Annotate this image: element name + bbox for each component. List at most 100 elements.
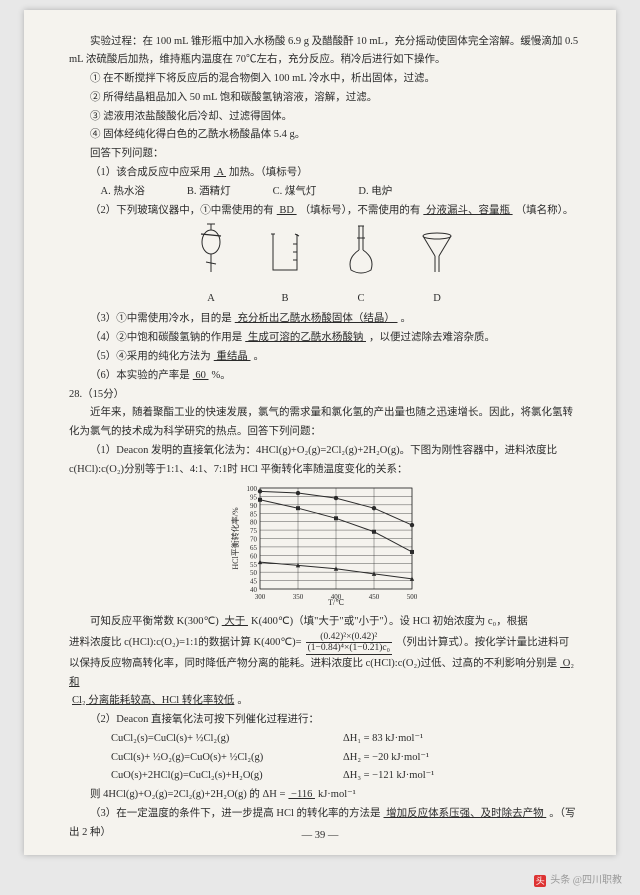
q3a: （3）①中需使用冷水，目的是: [90, 313, 232, 324]
svg-text:75: 75: [250, 527, 258, 535]
q28-num: 28.（15分）: [69, 386, 581, 404]
hcl-chart: 4045505560657075808590951003003504004505…: [69, 482, 581, 612]
opt-c: C. 煤气灯: [273, 183, 317, 201]
q28-p3: 可知反应平衡常数 K(300℃) 大于 K(400℃)（填"大于"或"小于"）。…: [69, 613, 581, 631]
frac-num: (0.42)²×(0.42)²: [318, 632, 379, 643]
p7a: （3）在一定温度的条件下，进一步提高 HCl 的转化率的方法是: [90, 808, 381, 819]
label-b: B: [265, 290, 305, 308]
eq2l: CuCl(s)+ ½O₂(g)=CuO(s)+ ½Cl₂(g): [111, 749, 311, 767]
q28-p2b: c(HCl):c(O₂)分别等于1:1、4:1、7:1时 HCl 平衡转化率随温…: [69, 461, 581, 479]
svg-text:95: 95: [250, 493, 258, 501]
q4a: （4）②中饱和碳酸氢钠的作用是: [90, 332, 242, 343]
step-1: ① 在不断搅拌下将反应后的混合物倒入 100 mL 冷水中，析出固体，过滤。: [69, 70, 581, 88]
label-c: C: [341, 290, 381, 308]
eq4: 则 4HCl(g)+O₂(g)=2Cl₂(g)+2H₂O(g) 的 ΔH = −…: [69, 786, 581, 804]
p3a: 可知反应平衡常数 K(300℃): [90, 616, 219, 627]
glassware-row: A B C D: [69, 222, 581, 308]
p3c: 进料浓度比 c(HCl):c(O₂)=1:1的数据计算 K(400℃)=: [69, 634, 302, 652]
q2-text-a: （2）下列玻璃仪器中，①中需使用的有: [90, 205, 274, 216]
q5b: 。: [254, 351, 265, 362]
q1: （1）该合成反应中应采用 A 加热。（填标号）: [69, 164, 581, 182]
q5a: （5）④采用的纯化方法为: [90, 351, 211, 362]
q3b: 。: [401, 313, 412, 324]
q2-text-b: （填标号），不需使用的有: [300, 205, 421, 216]
p7ans: 增加反应体系压强、及时除去产物: [381, 808, 550, 819]
q2-text-c: （填名称）。: [516, 205, 574, 216]
svg-text:85: 85: [250, 510, 258, 518]
opt-b: B. 酒精灯: [187, 183, 231, 201]
svg-text:300: 300: [255, 593, 266, 601]
label-a: A: [193, 290, 229, 308]
answer-prompt: 回答下列问题：: [69, 145, 581, 163]
q2: （2）下列玻璃仪器中，①中需使用的有 BD （填标号），不需使用的有 分液漏斗、…: [69, 202, 581, 220]
q28-p5: Cl₂ 分离能耗较高、HCl 转化率较低。: [69, 692, 581, 710]
q4: （4）②中饱和碳酸氢钠的作用是 生成可溶的乙酰水杨酸钠 ，以便过滤除去难溶杂质。: [69, 329, 581, 347]
q28-p3c-line: 进料浓度比 c(HCl):c(O₂)=1:1的数据计算 K(400℃)= (0.…: [69, 632, 581, 655]
q1-answer: A: [211, 167, 229, 178]
page-number: — 39 —: [24, 827, 616, 845]
p7b: 。（写: [549, 808, 575, 819]
q6b: %。: [212, 370, 231, 381]
svg-text:100: 100: [247, 485, 258, 493]
glass-vol-flask: C: [341, 222, 381, 308]
q28-p6: （2）Deacon 直接氧化法可按下列催化过程进行：: [69, 711, 581, 729]
p5a: Cl₂ 分离能耗较高、HCl 转化率较低: [69, 695, 237, 706]
svg-text:80: 80: [250, 519, 258, 527]
svg-text:60: 60: [250, 552, 258, 560]
q5ans: 重结晶: [211, 351, 254, 362]
step-4: ④ 固体经纯化得白色的乙酰水杨酸晶体 5.4 g。: [69, 126, 581, 144]
svg-text:HCl平衡转化率/%: HCl平衡转化率/%: [230, 507, 240, 570]
svg-text:350: 350: [293, 593, 304, 601]
q5: （5）④采用的纯化方法为 重结晶 。: [69, 348, 581, 366]
eq1l: CuCl₂(s)=CuCl(s)+ ½Cl₂(g): [111, 730, 311, 748]
p5b: 。: [237, 695, 248, 706]
opt-a: A. 热水浴: [101, 183, 145, 201]
label-d: D: [417, 290, 457, 308]
q28-p1: 近年来，随着聚酯工业的快速发展，氯气的需求量和氯化氢的产出量也随之迅速增长。因此…: [69, 404, 581, 441]
svg-text:90: 90: [250, 502, 258, 510]
eq4b: kJ·mol⁻¹: [318, 789, 356, 800]
p3ans1: 大于: [219, 616, 251, 627]
glass-funnel: D: [417, 222, 457, 308]
p3b: K(400℃)（填"大于"或"小于"）。设 HCl 初始浓度为 c₀，根据: [251, 616, 528, 627]
frac-den: (1−0.84)⁴×(1−0.21)c₀: [306, 642, 392, 653]
svg-text:65: 65: [250, 544, 258, 552]
svg-text:45: 45: [250, 577, 258, 585]
q6ans: 60: [190, 370, 212, 381]
eq4ans: −116: [285, 789, 318, 800]
intro-text: 实验过程：在 100 mL 锥形瓶中加入水杨酸 6.9 g 及醋酸酐 10 mL…: [69, 33, 581, 70]
step-3: ③ 滤液用浓盐酸酸化后冷却、过滤得固体。: [69, 108, 581, 126]
q2-ans1: BD: [274, 205, 300, 216]
q4b: ，以便过滤除去难溶杂质。: [369, 332, 495, 343]
p3d: （列出计算式）。按化学计量比进料可: [396, 634, 569, 652]
eq2: CuCl(s)+ ½O₂(g)=CuO(s)+ ½Cl₂(g) ΔH₂ = −20…: [69, 749, 581, 767]
svg-text:T/℃: T/℃: [328, 598, 344, 607]
eq4a: 则 4HCl(g)+O₂(g)=2Cl₂(g)+2H₂O(g) 的 ΔH =: [90, 789, 285, 800]
svg-text:55: 55: [250, 561, 258, 569]
svg-text:500: 500: [407, 593, 418, 601]
toutiao-icon: 头: [534, 875, 546, 887]
q3ans: 充分析出乙酰水杨酸固体（结晶）: [232, 313, 401, 324]
svg-text:50: 50: [250, 569, 258, 577]
k-fraction: (0.42)²×(0.42)² (1−0.84)⁴×(1−0.21)c₀: [306, 632, 392, 655]
eq1r: ΔH₁ = 83 kJ·mol⁻¹: [343, 730, 423, 748]
q1-options: A. 热水浴 B. 酒精灯 C. 煤气灯 D. 电炉: [69, 183, 581, 201]
q1-text-b: 加热。（填标号）: [229, 167, 308, 178]
q28-p2a: （1）Deacon 发明的直接氧化法为：4HCl(g)+O₂(g)=2Cl₂(g…: [69, 442, 581, 460]
q1-text-a: （1）该合成反应中应采用: [90, 167, 211, 178]
exam-page: 实验过程：在 100 mL 锥形瓶中加入水杨酸 6.9 g 及醋酸酐 10 mL…: [24, 10, 616, 855]
svg-text:70: 70: [250, 535, 258, 543]
svg-text:450: 450: [369, 593, 380, 601]
glass-beaker: B: [265, 222, 305, 308]
opt-d: D. 电炉: [358, 183, 392, 201]
eq3l: CuO(s)+2HCl(g)=CuCl₂(s)+H₂O(g): [111, 767, 311, 785]
q3: （3）①中需使用冷水，目的是 充分析出乙酰水杨酸固体（结晶） 。: [69, 310, 581, 328]
step-2: ② 所得结晶粗品加入 50 mL 饱和碳酸氢钠溶液，溶解，过滤。: [69, 89, 581, 107]
q28-p4: 以保持反应物高转化率，同时降低产物分离的能耗。进料浓度比 c(HCl):c(O₂…: [69, 655, 581, 692]
eq2r: ΔH₂ = −20 kJ·mol⁻¹: [343, 749, 429, 767]
glass-sep-funnel: A: [193, 222, 229, 308]
p4a: 以保持反应物高转化率，同时降低产物分离的能耗。进料浓度比 c(HCl):c(O₂…: [69, 658, 557, 669]
q28-p7: （3）在一定温度的条件下，进一步提高 HCl 的转化率的方法是 增加反应体系压强…: [69, 805, 581, 823]
q6a: （6）本实验的产率是: [90, 370, 190, 381]
q6: （6）本实验的产率是 60 %。: [69, 367, 581, 385]
